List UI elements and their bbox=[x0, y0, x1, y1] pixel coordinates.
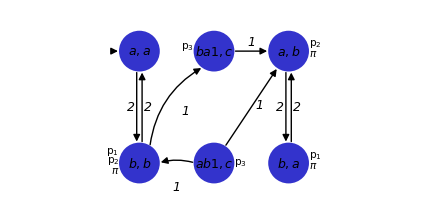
Text: $\mathrm{p}_3$: $\mathrm{p}_3$ bbox=[234, 157, 247, 169]
Text: $a,b$: $a,b$ bbox=[277, 44, 300, 59]
Text: $a,a$: $a,a$ bbox=[128, 45, 151, 58]
Text: 1: 1 bbox=[247, 36, 255, 49]
Text: 1: 1 bbox=[182, 105, 190, 118]
Text: $\mathrm{p}_2$: $\mathrm{p}_2$ bbox=[309, 38, 321, 50]
Text: $\pi$: $\pi$ bbox=[309, 161, 317, 171]
Text: $ab1,c$: $ab1,c$ bbox=[195, 156, 233, 171]
Text: 2: 2 bbox=[293, 101, 301, 114]
Circle shape bbox=[270, 33, 307, 70]
Text: $\mathrm{p}_3$: $\mathrm{p}_3$ bbox=[181, 41, 194, 53]
Circle shape bbox=[121, 144, 158, 182]
Text: 2: 2 bbox=[127, 101, 135, 114]
Text: 1: 1 bbox=[173, 181, 181, 194]
Circle shape bbox=[195, 33, 233, 70]
Text: $\mathrm{p}_2$: $\mathrm{p}_2$ bbox=[107, 155, 119, 167]
Text: $\mathrm{p}_1$: $\mathrm{p}_1$ bbox=[107, 146, 119, 158]
Text: 2: 2 bbox=[144, 101, 152, 114]
Text: 2: 2 bbox=[276, 101, 284, 114]
Text: $b,b$: $b,b$ bbox=[128, 156, 151, 171]
Circle shape bbox=[270, 144, 307, 182]
Circle shape bbox=[121, 33, 158, 70]
Text: $ba1,c$: $ba1,c$ bbox=[195, 44, 233, 59]
Text: $\pi$: $\pi$ bbox=[309, 49, 317, 59]
Text: $\pi$: $\pi$ bbox=[111, 166, 119, 176]
Circle shape bbox=[195, 144, 233, 182]
Text: 1: 1 bbox=[256, 98, 264, 112]
Text: $\mathrm{p}_1$: $\mathrm{p}_1$ bbox=[309, 150, 321, 162]
Text: $b,a$: $b,a$ bbox=[277, 156, 300, 171]
